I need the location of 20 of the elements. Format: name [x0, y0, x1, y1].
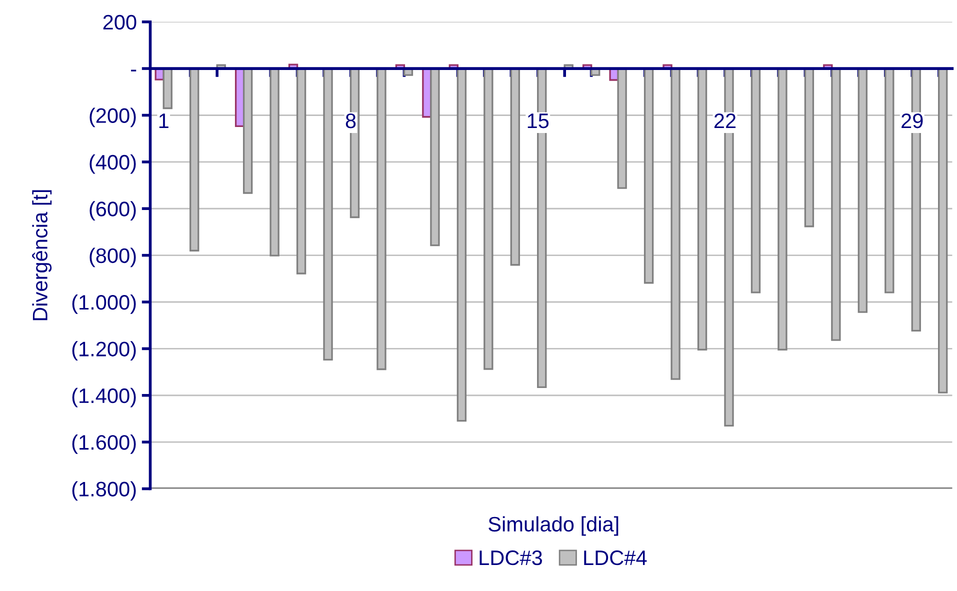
y-tick-label: (1.000)	[72, 294, 136, 314]
x-tick-label: 15	[528, 114, 549, 128]
x-tick-label: 22	[714, 113, 736, 128]
legend-label: LDC#4	[584, 550, 647, 566]
x-tick-label: 29	[902, 113, 923, 128]
y-tick-label: (1.200)	[72, 341, 136, 361]
y-tick-label: (200)	[90, 108, 136, 128]
legend-label: LDC#3	[480, 550, 542, 566]
y-tick-label: -	[131, 70, 136, 72]
y-tick-label: (800)	[90, 248, 136, 268]
y-axis-title: Divergência [t]	[32, 190, 52, 320]
x-tick-label: 1	[159, 114, 168, 128]
x-tick-label: 8	[346, 113, 356, 128]
y-tick-label: (1.600)	[72, 434, 136, 454]
y-tick-label: 200	[103, 14, 136, 30]
y-tick-label: (400)	[90, 154, 136, 174]
y-tick-label: (1.400)	[72, 388, 136, 408]
x-axis-title: Simulado [dia]	[488, 516, 618, 536]
y-tick-label: (600)	[90, 201, 136, 220]
y-tick-label: (1.800)	[72, 481, 136, 501]
